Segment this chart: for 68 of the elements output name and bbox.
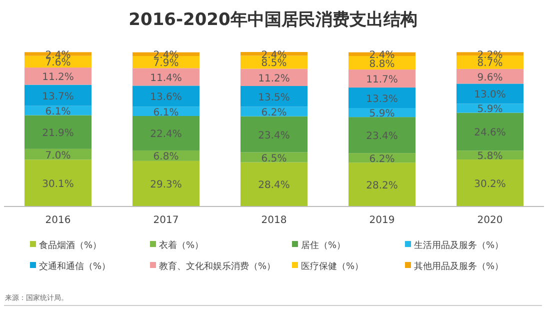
data-label: 8.7% xyxy=(477,58,503,70)
data-label: 8.5% xyxy=(261,58,287,70)
x-tick-label: 2020 xyxy=(477,215,503,226)
data-label: 5.8% xyxy=(477,151,503,162)
bar xyxy=(132,68,200,86)
data-label: 23.4% xyxy=(366,131,398,142)
bar xyxy=(456,104,524,113)
data-label: 13.6% xyxy=(150,92,182,104)
bar xyxy=(348,117,416,154)
legend-label: 其他用品及服务（%） xyxy=(414,261,504,272)
data-label: 13.5% xyxy=(258,92,290,104)
data-label: 23.4% xyxy=(258,130,290,142)
data-label: 24.6% xyxy=(474,128,506,139)
data-label: 5.9% xyxy=(369,108,395,120)
x-tick-label: 2016 xyxy=(45,215,71,226)
data-label: 28.2% xyxy=(366,180,398,192)
data-label: 13.7% xyxy=(42,91,74,102)
data-label: 7.6% xyxy=(45,58,71,69)
legend-label: 衣着（%） xyxy=(159,240,204,251)
bar xyxy=(456,112,524,151)
data-label: 22.4% xyxy=(150,129,182,140)
data-label: 8.8% xyxy=(369,58,395,70)
data-label: 6.1% xyxy=(153,107,179,118)
legend-label: 生活用品及服务（%） xyxy=(414,240,504,251)
bar xyxy=(348,162,416,206)
data-label: 11.2% xyxy=(258,73,290,84)
bar xyxy=(456,160,524,206)
data-label: 9.6% xyxy=(477,72,503,84)
bar xyxy=(240,116,308,152)
bar xyxy=(24,160,92,206)
legend-label: 教育、文化和娱乐消费（%） xyxy=(159,261,276,272)
bar xyxy=(456,84,524,104)
bar xyxy=(132,160,200,206)
data-label: 5.9% xyxy=(477,104,503,116)
data-label: 28.4% xyxy=(258,180,290,192)
legend-label: 交通和通信（%） xyxy=(39,261,111,272)
data-label: 6.2% xyxy=(369,154,395,165)
data-label: 30.1% xyxy=(42,178,74,190)
chart-title: 2016-2020年中国居民消费支出结构 xyxy=(128,10,418,30)
bar xyxy=(132,116,200,150)
data-label: 11.7% xyxy=(366,74,398,86)
bar xyxy=(240,86,308,107)
x-tick-label: 2018 xyxy=(261,215,287,226)
legend-label: 医疗保健（%） xyxy=(301,261,364,272)
bar xyxy=(132,86,200,107)
bar xyxy=(24,115,92,149)
legend-label: 居住（%） xyxy=(301,240,346,251)
data-label: 6.5% xyxy=(261,153,287,164)
data-label: 11.4% xyxy=(150,72,182,84)
bar xyxy=(24,68,92,85)
data-label: 6.1% xyxy=(45,106,71,118)
data-label: 21.9% xyxy=(42,128,74,140)
data-label: 13.0% xyxy=(474,90,506,101)
bar xyxy=(24,84,92,106)
data-label: 29.3% xyxy=(150,179,182,190)
legend-label: 食品烟酒（%） xyxy=(39,240,102,251)
data-label: 11.2% xyxy=(42,72,74,84)
x-tick-label: 2019 xyxy=(369,215,395,226)
data-label: 6.2% xyxy=(261,108,287,119)
data-label: 7.0% xyxy=(45,150,71,162)
data-label: 6.8% xyxy=(153,152,179,163)
bar xyxy=(240,162,308,206)
bar xyxy=(240,68,308,86)
data-label: 13.3% xyxy=(366,94,398,105)
x-tick-label: 2017 xyxy=(153,215,179,226)
bar xyxy=(348,70,416,88)
bar xyxy=(348,88,416,108)
data-label: 30.2% xyxy=(474,178,506,190)
